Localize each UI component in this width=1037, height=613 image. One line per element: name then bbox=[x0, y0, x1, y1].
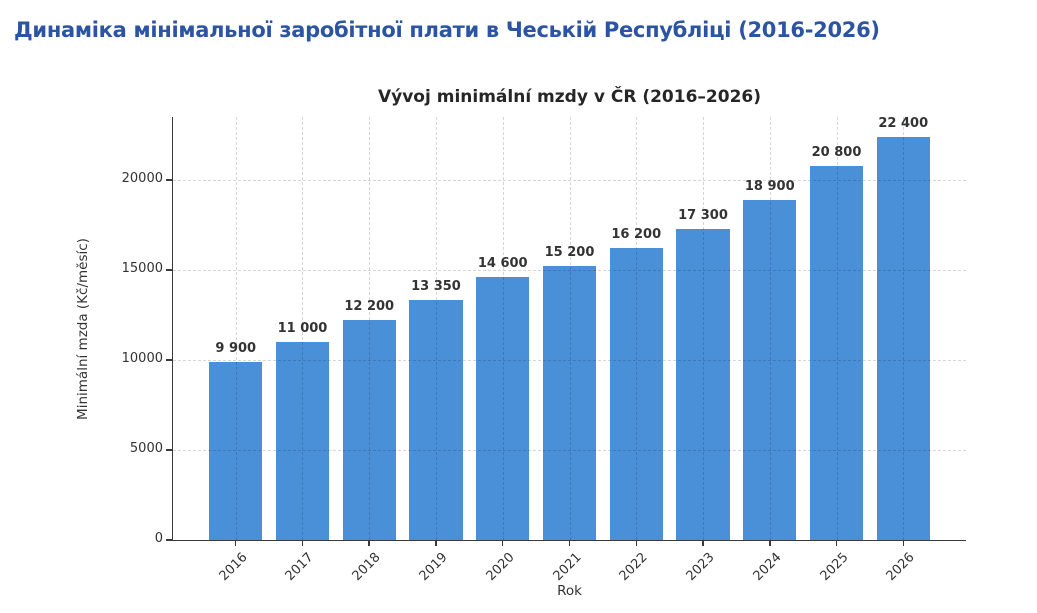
y-tick-label: 10000 bbox=[121, 351, 163, 366]
v-gridline bbox=[769, 117, 771, 540]
bar bbox=[409, 299, 463, 540]
plot-area: Vývoj minimální mzdy v ČR (2016–2026) Mi… bbox=[75, 87, 966, 599]
bar bbox=[476, 277, 530, 540]
x-tick bbox=[501, 540, 504, 546]
y-tick bbox=[166, 539, 173, 541]
x-tick-label: 2024 bbox=[750, 550, 785, 585]
x-tick bbox=[568, 540, 571, 546]
v-gridline bbox=[502, 117, 504, 540]
v-gridline bbox=[703, 117, 704, 540]
y-tick bbox=[166, 449, 173, 451]
y-tick-label: 15000 bbox=[121, 261, 163, 276]
x-tick bbox=[368, 540, 370, 546]
v-gridline bbox=[569, 117, 571, 540]
x-tick bbox=[435, 540, 437, 546]
x-tick-label: 2016 bbox=[216, 550, 251, 585]
v-gridline bbox=[369, 117, 371, 540]
bar bbox=[209, 361, 263, 540]
bar-value-label: 17 300 bbox=[678, 207, 728, 223]
chart-title: Vývoj minimální mzdy v ČR (2016–2026) bbox=[377, 87, 761, 107]
bar bbox=[342, 320, 396, 540]
h-gridline bbox=[173, 270, 966, 271]
bar-value-label: 18 900 bbox=[744, 178, 795, 194]
x-tick-label: 2020 bbox=[483, 550, 518, 585]
x-tick-label: 2026 bbox=[883, 550, 918, 585]
x-tick bbox=[835, 540, 838, 546]
bar bbox=[542, 266, 597, 540]
bar-value-label: 11 000 bbox=[277, 321, 328, 336]
y-tick-label: 0 bbox=[154, 531, 163, 546]
x-tick-label: 2021 bbox=[550, 550, 585, 585]
h-gridline bbox=[173, 360, 966, 361]
bar-value-label: 9 900 bbox=[215, 340, 257, 356]
x-tick-label: 2019 bbox=[416, 550, 451, 585]
bar-value-label: 16 200 bbox=[611, 227, 662, 243]
v-gridline bbox=[235, 117, 237, 540]
bar-value-label: 14 600 bbox=[477, 256, 528, 272]
y-axis-label-wrap: Minimální mzda (Kč/měsíc) bbox=[63, 117, 103, 540]
x-tick-label: 2017 bbox=[283, 550, 318, 585]
v-gridline bbox=[435, 117, 437, 540]
bar-value-label: 20 800 bbox=[811, 144, 862, 160]
bar bbox=[676, 228, 730, 540]
bar bbox=[275, 342, 330, 540]
y-axis-label: Minimální mzda (Kč/měsíc) bbox=[75, 237, 91, 420]
y-tick bbox=[166, 179, 173, 181]
bar-value-label: 13 350 bbox=[411, 278, 461, 294]
page-title: Динаміка мінімальної заробітної плати в … bbox=[14, 18, 880, 42]
bar bbox=[609, 248, 663, 540]
x-tick bbox=[301, 540, 304, 546]
bar-value-label: 15 200 bbox=[544, 245, 595, 261]
bar bbox=[876, 136, 930, 540]
x-axis-label: Rok bbox=[557, 583, 582, 599]
bar bbox=[743, 199, 797, 540]
x-tick bbox=[769, 540, 771, 546]
y-tick-label: 5000 bbox=[129, 441, 163, 456]
bar-value-label: 22 400 bbox=[878, 115, 929, 131]
x-tick bbox=[635, 540, 637, 546]
x-tick bbox=[902, 540, 904, 546]
x-tick-label: 2022 bbox=[616, 550, 651, 585]
y-tick bbox=[166, 359, 173, 361]
y-tick-label: 20000 bbox=[121, 171, 163, 186]
v-gridline bbox=[302, 117, 304, 540]
x-tick-label: 2025 bbox=[817, 550, 852, 585]
v-gridline bbox=[836, 117, 838, 540]
y-tick bbox=[166, 269, 173, 271]
bar bbox=[809, 165, 864, 540]
v-gridline bbox=[636, 117, 638, 540]
x-tick bbox=[702, 540, 704, 546]
h-gridline bbox=[173, 450, 966, 451]
x-tick-label: 2023 bbox=[683, 550, 718, 585]
x-tick bbox=[234, 540, 237, 546]
h-gridline bbox=[173, 180, 966, 181]
bar-value-label: 12 200 bbox=[344, 299, 395, 315]
x-tick-label: 2018 bbox=[349, 550, 384, 585]
v-gridline bbox=[903, 117, 905, 540]
